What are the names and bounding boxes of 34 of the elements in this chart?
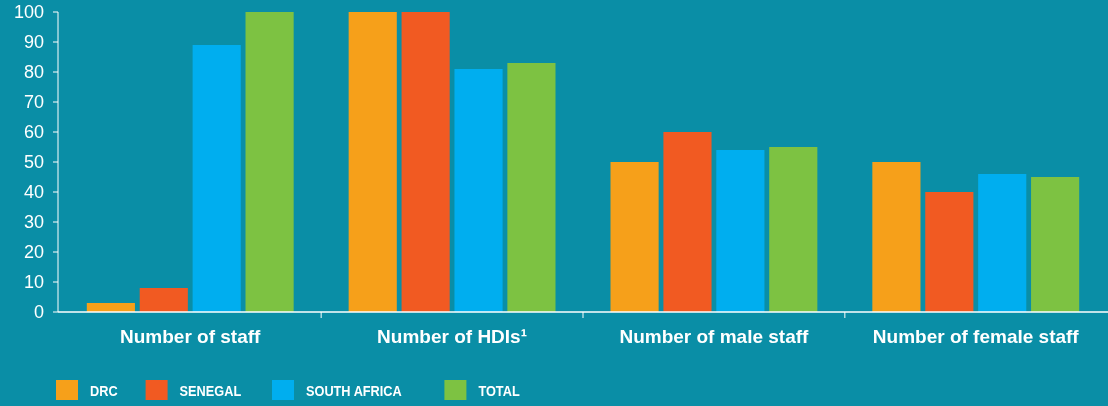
- x-tick-label: Number of female staff: [872, 326, 1080, 347]
- y-tick-label: 100: [13, 2, 44, 23]
- bar: [978, 174, 1027, 312]
- bar: [401, 12, 450, 312]
- bar: [454, 69, 503, 312]
- legend-label: TOTAL: [478, 381, 521, 400]
- y-tick-label: 10: [23, 272, 44, 293]
- x-tick-label: Number of male staff: [619, 326, 810, 347]
- legend-label: SOUTH AFRICA: [306, 381, 402, 400]
- y-tick-label: 70: [23, 92, 44, 113]
- legend-label: SENEGAL: [179, 381, 242, 400]
- y-tick-label: 0: [33, 302, 44, 323]
- y-tick-label: 60: [23, 122, 44, 143]
- x-tick-label: Number of staff: [120, 326, 262, 347]
- bar: [1031, 177, 1080, 312]
- bar: [192, 45, 241, 312]
- y-tick-label: 30: [23, 212, 44, 233]
- bar: [872, 162, 921, 312]
- legend-label: DRC: [90, 381, 118, 400]
- bar: [716, 150, 765, 312]
- bar: [663, 132, 712, 312]
- bar: [610, 162, 659, 312]
- x-tick-label: Number of HDIs¹: [377, 326, 528, 347]
- bar: [245, 12, 294, 312]
- y-tick-label: 50: [23, 152, 44, 173]
- y-tick-label: 20: [23, 242, 44, 263]
- y-tick-label: 40: [23, 182, 44, 203]
- bar: [925, 192, 974, 312]
- y-tick-label: 90: [23, 32, 44, 53]
- bar: [769, 147, 818, 312]
- bar: [139, 288, 188, 312]
- bar: [507, 63, 556, 312]
- y-tick-label: 80: [23, 62, 44, 83]
- bar: [348, 12, 397, 312]
